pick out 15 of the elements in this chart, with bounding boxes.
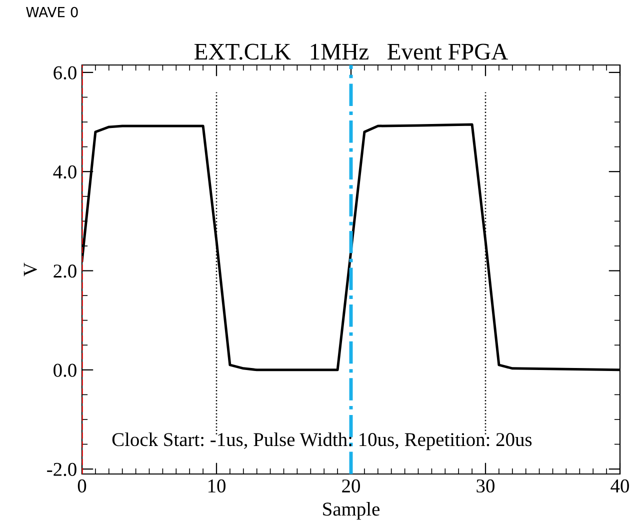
x-axis-title: Sample: [323, 502, 380, 520]
x-tick-label: 20: [342, 479, 360, 493]
y-tick-label: 6.0: [54, 66, 76, 80]
y-tick-label: 0.0: [54, 364, 76, 377]
x-tick-label: 40: [610, 479, 629, 493]
x-tick-label: 0: [78, 479, 86, 493]
y-tick-label: -2.0: [47, 462, 76, 476]
text: WAVE 0: [26, 6, 78, 18]
y-tick-label: 4.0: [53, 165, 76, 179]
x-tick-label: 10: [208, 479, 226, 493]
y-axis-title: V: [24, 262, 37, 276]
y-tick-label: 2.0: [54, 264, 76, 278]
x-tick-label: 30: [476, 479, 494, 493]
annotation: Clock Start: -1us, Pulse Width: 10us, Repetition: 20us: [112, 432, 532, 450]
chart-title: EXT.CLK 1MHz Event FPGA: [194, 44, 508, 60]
